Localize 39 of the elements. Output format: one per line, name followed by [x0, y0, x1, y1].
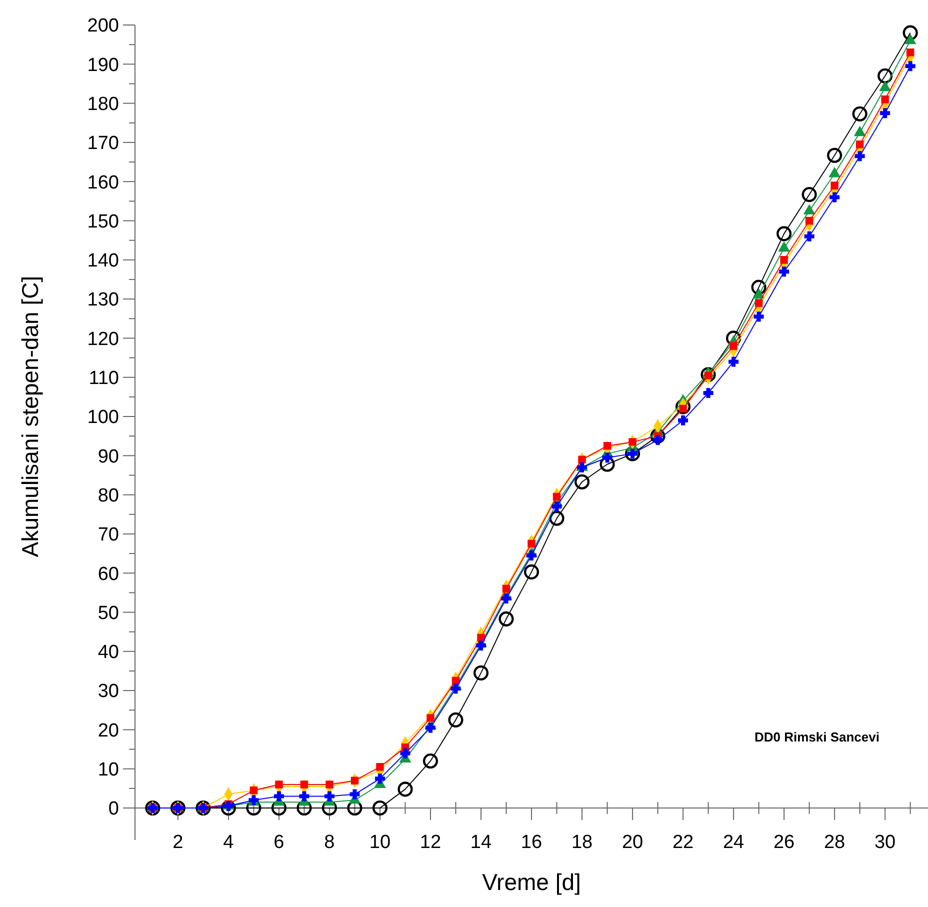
- x-tick-label: 4: [223, 832, 234, 853]
- y-tick-label: 80: [98, 485, 119, 506]
- y-tick-label: 140: [87, 250, 119, 272]
- y-tick-label: 40: [98, 642, 119, 664]
- x-tick-label: 8: [324, 832, 335, 853]
- x-tick-label: 26: [773, 832, 795, 853]
- y-tick-label: 20: [98, 720, 119, 742]
- x-tick-label: 16: [520, 832, 542, 853]
- x-tick-label: 10: [369, 832, 391, 853]
- x-tick-label: 12: [420, 832, 442, 853]
- y-tick-label: 30: [98, 681, 119, 702]
- y-tick-label: 10: [98, 760, 119, 780]
- y-tick-label: 70: [98, 524, 119, 546]
- y-axis-title: Akumulisani stepen-dan [C]: [17, 276, 43, 558]
- y-tick-label: 150: [87, 211, 119, 232]
- y-tick-label: 60: [98, 564, 119, 585]
- x-tick-label: 2: [172, 832, 184, 853]
- y-tick-label: 100: [87, 407, 119, 428]
- y-tick-label: 50: [98, 602, 119, 624]
- y-tick-label: 120: [87, 328, 119, 350]
- y-tick-label: 130: [87, 290, 119, 311]
- y-tick-label: 180: [87, 94, 119, 115]
- y-tick-label: 110: [88, 368, 119, 389]
- y-tick-label: 0: [108, 798, 119, 820]
- y-tick-label: 170: [87, 133, 119, 154]
- x-tick-label: 30: [874, 832, 896, 853]
- x-axis-title: Vreme [d]: [482, 869, 581, 895]
- y-tick-label: 200: [87, 16, 119, 37]
- y-tick-label: 190: [87, 54, 119, 76]
- x-tick-label: 6: [274, 832, 284, 853]
- x-tick-label: 20: [622, 832, 644, 853]
- annotation: DD0 Rimski Sancevi: [754, 729, 880, 744]
- y-tick-label: 90: [98, 446, 119, 468]
- y-tick-label: 160: [87, 172, 119, 194]
- x-tick-label: 14: [470, 832, 492, 853]
- x-tick-label: 28: [824, 832, 846, 853]
- x-tick-label: 22: [672, 832, 694, 853]
- x-tick-label: 18: [571, 832, 593, 853]
- x-tick-label: 24: [722, 832, 745, 853]
